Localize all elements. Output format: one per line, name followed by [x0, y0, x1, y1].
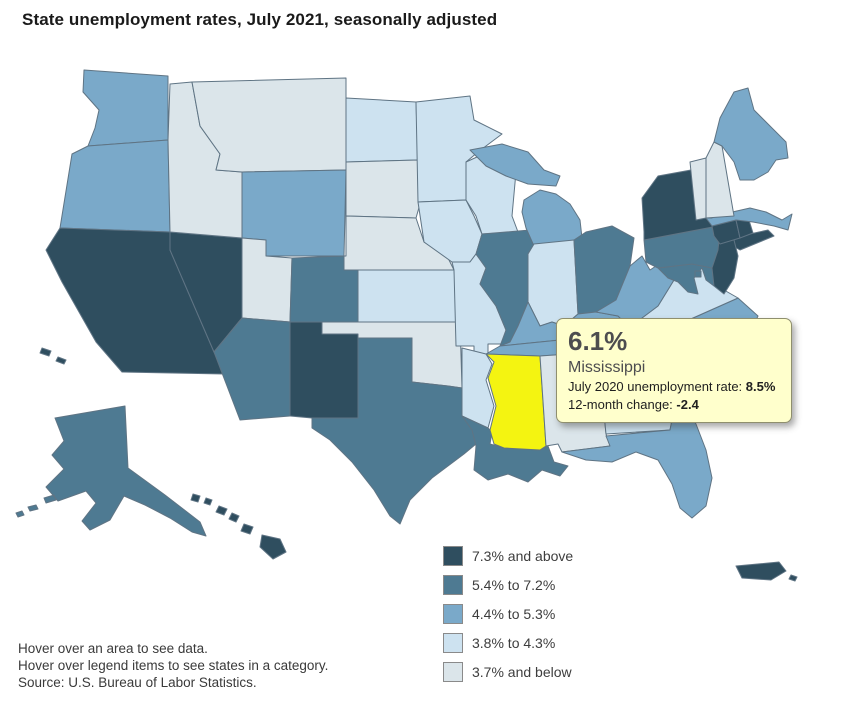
- legend-item-3-8-to-4-3[interactable]: 3.8% to 4.3%: [443, 633, 573, 653]
- state-in[interactable]: [527, 239, 579, 327]
- state-tx[interactable]: [311, 337, 477, 525]
- state-hi[interactable]: [190, 493, 287, 560]
- legend-swatch-medium: [443, 604, 463, 624]
- tooltip-previous-rate-value: 8.5%: [745, 378, 776, 394]
- legend-label: 3.7% and below: [472, 664, 572, 680]
- state-pr[interactable]: [735, 561, 798, 582]
- legend-item-7-3-and-above[interactable]: 7.3% and above: [443, 546, 573, 566]
- state-ar[interactable]: [461, 347, 495, 429]
- footnotes: Hover over an area to see data. Hover ov…: [18, 640, 328, 691]
- legend-label: 7.3% and above: [472, 548, 574, 564]
- states-layer: [15, 69, 798, 582]
- legend-swatch-dark: [443, 575, 463, 595]
- state-nj[interactable]: [711, 229, 739, 295]
- state-nm[interactable]: [289, 321, 359, 419]
- legend-swatch-light: [443, 633, 463, 653]
- state-mt[interactable]: [191, 77, 347, 173]
- state-az[interactable]: [213, 317, 291, 421]
- tooltip-change-label: 12-month change:: [568, 396, 677, 412]
- tooltip-state-name: Mississippi: [568, 358, 646, 376]
- tooltip-rate: 6.1%: [568, 326, 628, 356]
- state-wv[interactable]: [595, 255, 675, 327]
- note-hover-legend: Hover over legend items to see states in…: [18, 658, 329, 673]
- state-ca[interactable]: [39, 227, 225, 375]
- legend: 7.3% and above 5.4% to 7.2% 4.4% to 5.3%…: [443, 546, 573, 691]
- legend-label: 3.8% to 4.3%: [472, 635, 556, 651]
- state-nh[interactable]: [705, 141, 735, 219]
- state-wa[interactable]: [82, 69, 169, 147]
- note-source: Source: U.S. Bureau of Labor Statistics.: [18, 675, 257, 690]
- legend-item-5-4-to-7-2[interactable]: 5.4% to 7.2%: [443, 575, 573, 595]
- legend-label: 5.4% to 7.2%: [472, 577, 556, 593]
- state-nd[interactable]: [345, 97, 419, 163]
- state-data-tooltip: 6.1% Mississippi July 2020 unemployment …: [556, 318, 792, 424]
- state-fl[interactable]: [561, 411, 713, 519]
- state-ks[interactable]: [357, 269, 461, 323]
- note-hover-area: Hover over an area to see data.: [18, 641, 208, 656]
- tooltip-previous-rate: July 2020 unemployment rate: 8.5%: [568, 379, 780, 395]
- page-title: State unemployment rates, July 2021, sea…: [22, 10, 498, 29]
- tooltip-change-value: -2.4: [676, 396, 699, 412]
- tooltip-previous-rate-label: July 2020 unemployment rate:: [568, 378, 746, 394]
- state-me[interactable]: [713, 87, 789, 181]
- legend-item-3-7-and-below[interactable]: 3.7% and below: [443, 662, 573, 682]
- state-ak[interactable]: [15, 405, 207, 537]
- legend-swatch-lightest: [443, 662, 463, 682]
- tooltip-change: 12-month change: -2.4: [568, 397, 780, 413]
- state-dc[interactable]: [694, 270, 702, 278]
- legend-item-4-4-to-5-3[interactable]: 4.4% to 5.3%: [443, 604, 573, 624]
- legend-swatch-darkest: [443, 546, 463, 566]
- state-or[interactable]: [59, 139, 171, 233]
- legend-label: 4.4% to 5.3%: [472, 606, 556, 622]
- state-sd[interactable]: [345, 159, 425, 219]
- state-ms[interactable]: [485, 353, 547, 451]
